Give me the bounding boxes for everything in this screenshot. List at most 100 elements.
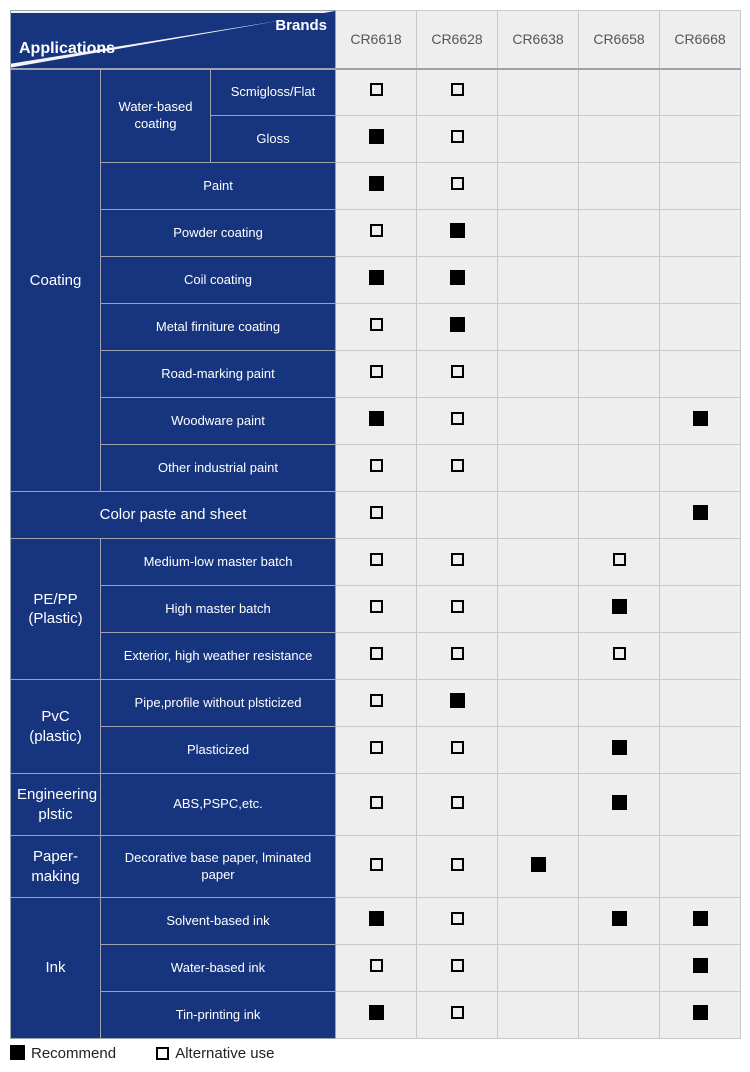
alternative-icon (370, 600, 383, 613)
applications-label: Applications (19, 40, 115, 58)
subcategory: Gloss (211, 116, 336, 163)
alternative-icon (370, 796, 383, 809)
subcategory: Other industrial paint (101, 445, 336, 492)
recommend-icon (369, 270, 384, 285)
data-cell (417, 586, 498, 633)
subcategory: Tin-printing ink (101, 992, 336, 1039)
data-cell (336, 898, 417, 945)
category-pe-pp-plastic-: PE/PP(Plastic) (11, 539, 101, 680)
data-cell (336, 633, 417, 680)
data-cell (336, 774, 417, 836)
subcategory: High master batch (101, 586, 336, 633)
data-cell (660, 304, 741, 351)
data-cell (579, 69, 660, 116)
data-cell (660, 898, 741, 945)
data-cell (417, 836, 498, 898)
data-cell (498, 69, 579, 116)
data-cell (660, 398, 741, 445)
data-cell (336, 727, 417, 774)
data-cell (579, 836, 660, 898)
data-cell (660, 836, 741, 898)
recommend-icon (450, 693, 465, 708)
subcategory: Coil coating (101, 257, 336, 304)
alternative-icon (370, 553, 383, 566)
alternative-icon (451, 741, 464, 754)
recommend-icon (450, 270, 465, 285)
data-cell (660, 492, 741, 539)
data-cell (336, 992, 417, 1039)
data-cell (660, 633, 741, 680)
data-cell (498, 210, 579, 257)
data-cell (336, 351, 417, 398)
data-cell (579, 351, 660, 398)
recommend-icon (693, 411, 708, 426)
recommend-icon (693, 505, 708, 520)
data-cell (498, 727, 579, 774)
data-cell (498, 398, 579, 445)
alternative-icon (451, 647, 464, 660)
subcategory: Paint (101, 163, 336, 210)
alternative-icon (370, 741, 383, 754)
recommend-icon (612, 599, 627, 614)
category-coating: Coating (11, 69, 101, 492)
alternative-icon (370, 694, 383, 707)
data-cell (336, 398, 417, 445)
data-cell (579, 163, 660, 210)
data-cell (579, 539, 660, 586)
data-cell (336, 680, 417, 727)
alternative-icon (451, 177, 464, 190)
applications-table: ApplicationsBrandsCR6618CR6628CR6638CR66… (10, 10, 741, 1039)
data-cell (660, 727, 741, 774)
data-cell (660, 163, 741, 210)
category-color-paste-and-sheet: Color paste and sheet (11, 492, 336, 539)
legend-recommend-label: Recommend (31, 1045, 116, 1062)
category-engineering-plstic: Engineering plstic (11, 774, 101, 836)
recommend-icon (450, 317, 465, 332)
data-cell (336, 257, 417, 304)
alternative-icon (613, 553, 626, 566)
subcategory: Water-based coating (101, 69, 211, 163)
alternative-icon (451, 959, 464, 972)
subcategory: Road-marking paint (101, 351, 336, 398)
data-cell (498, 351, 579, 398)
data-cell (336, 116, 417, 163)
data-cell (336, 210, 417, 257)
recommend-icon (369, 1005, 384, 1020)
data-cell (579, 116, 660, 163)
legend-alternative-label: Alternative use (175, 1045, 274, 1062)
data-cell (660, 586, 741, 633)
brand-header-cr6668: CR6668 (660, 11, 741, 69)
data-cell (417, 445, 498, 492)
data-cell (660, 680, 741, 727)
data-cell (660, 445, 741, 492)
data-cell (498, 992, 579, 1039)
alternative-icon (370, 506, 383, 519)
recommend-icon (693, 911, 708, 926)
subcategory: Woodware paint (101, 398, 336, 445)
alternative-icon (370, 459, 383, 472)
data-cell (579, 633, 660, 680)
alternative-icon (370, 647, 383, 660)
data-cell (417, 116, 498, 163)
category-ink: Ink (11, 898, 101, 1039)
category-pvc-plastic-: PvC(plastic) (11, 680, 101, 774)
data-cell (417, 539, 498, 586)
data-cell (579, 774, 660, 836)
alternative-icon (451, 858, 464, 871)
alternative-icon (370, 959, 383, 972)
brand-header-cr6628: CR6628 (417, 11, 498, 69)
data-cell (417, 774, 498, 836)
data-cell (417, 257, 498, 304)
data-cell (498, 116, 579, 163)
data-cell (498, 836, 579, 898)
data-cell (417, 633, 498, 680)
data-cell (498, 774, 579, 836)
brands-label: Brands (275, 17, 327, 34)
data-cell (498, 492, 579, 539)
subcategory: Solvent-based ink (101, 898, 336, 945)
recommend-icon (693, 1005, 708, 1020)
subcategory: Exterior, high weather resistance (101, 633, 336, 680)
data-cell (336, 445, 417, 492)
data-cell (498, 163, 579, 210)
data-cell (579, 257, 660, 304)
